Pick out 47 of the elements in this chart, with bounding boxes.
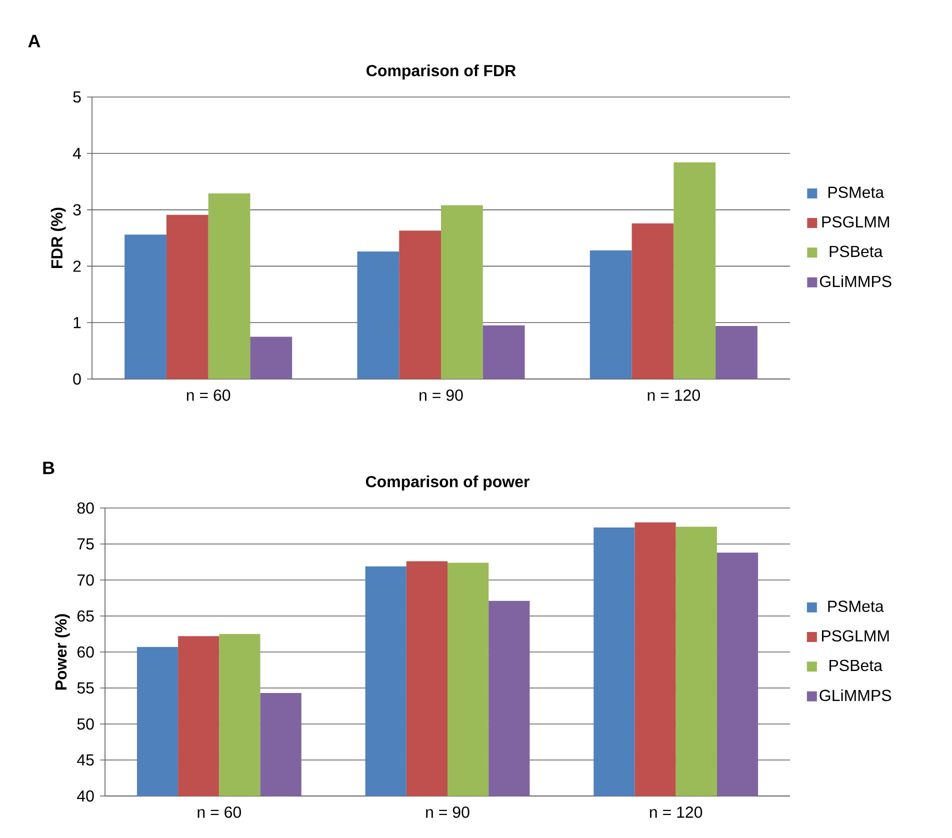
x-tick-label: n = 120 bbox=[650, 806, 702, 818]
bar bbox=[250, 336, 292, 379]
y-tick-label: 60 bbox=[77, 646, 94, 658]
y-tick-label: 55 bbox=[77, 682, 94, 694]
legend-label: PSMeta bbox=[828, 600, 884, 612]
bar bbox=[357, 252, 400, 379]
legend-label: PSMeta bbox=[828, 186, 884, 198]
x-tick-label: n = 60 bbox=[198, 806, 241, 818]
bar bbox=[716, 326, 758, 379]
bar bbox=[166, 214, 208, 379]
legend-label: PSBeta bbox=[830, 660, 882, 672]
y-tick-label: 50 bbox=[77, 718, 94, 730]
bar bbox=[674, 162, 716, 379]
y-tick-label: 4 bbox=[72, 148, 81, 159]
chart-title: Comparison of FDR bbox=[366, 64, 516, 80]
legend-label: GLiMMPS bbox=[820, 689, 892, 702]
x-tick-label: n = 90 bbox=[420, 390, 463, 401]
y-tick-label: 1 bbox=[74, 317, 81, 328]
y-tick-label: 0 bbox=[73, 373, 81, 385]
x-tick-label: n = 60 bbox=[186, 390, 230, 401]
x-tick-label: n = 120 bbox=[648, 390, 700, 401]
y-tick-label: 80 bbox=[77, 502, 94, 514]
legend-label: GLiMMPS bbox=[820, 275, 892, 288]
bar bbox=[124, 234, 166, 379]
chart-title: Comparison of power bbox=[366, 476, 530, 490]
bar bbox=[590, 250, 632, 379]
y-tick-label: 2 bbox=[73, 260, 81, 272]
y-tick-label: 40 bbox=[77, 790, 94, 802]
x-tick-label: n = 90 bbox=[426, 806, 470, 818]
y-axis-title: Power (%) bbox=[54, 614, 70, 690]
bar bbox=[399, 230, 442, 379]
bar bbox=[482, 325, 525, 379]
text: A bbox=[28, 34, 40, 48]
y-tick-label: 5 bbox=[73, 91, 81, 103]
bar bbox=[441, 205, 483, 379]
legend-label: PSGLMM bbox=[822, 630, 889, 642]
y-axis-title: FDR (%) bbox=[50, 208, 66, 268]
bar bbox=[208, 193, 250, 379]
legend-label: PSBeta bbox=[830, 246, 883, 258]
y-tick-label: 3 bbox=[73, 204, 81, 216]
bar bbox=[632, 223, 674, 379]
legend-label: PSGLMM bbox=[822, 216, 889, 228]
y-tick-label: 75 bbox=[77, 538, 94, 550]
text: B bbox=[43, 462, 54, 474]
y-tick-label: 65 bbox=[77, 610, 94, 622]
y-tick-label: 70 bbox=[77, 574, 94, 586]
y-tick-label: 45 bbox=[77, 754, 94, 766]
